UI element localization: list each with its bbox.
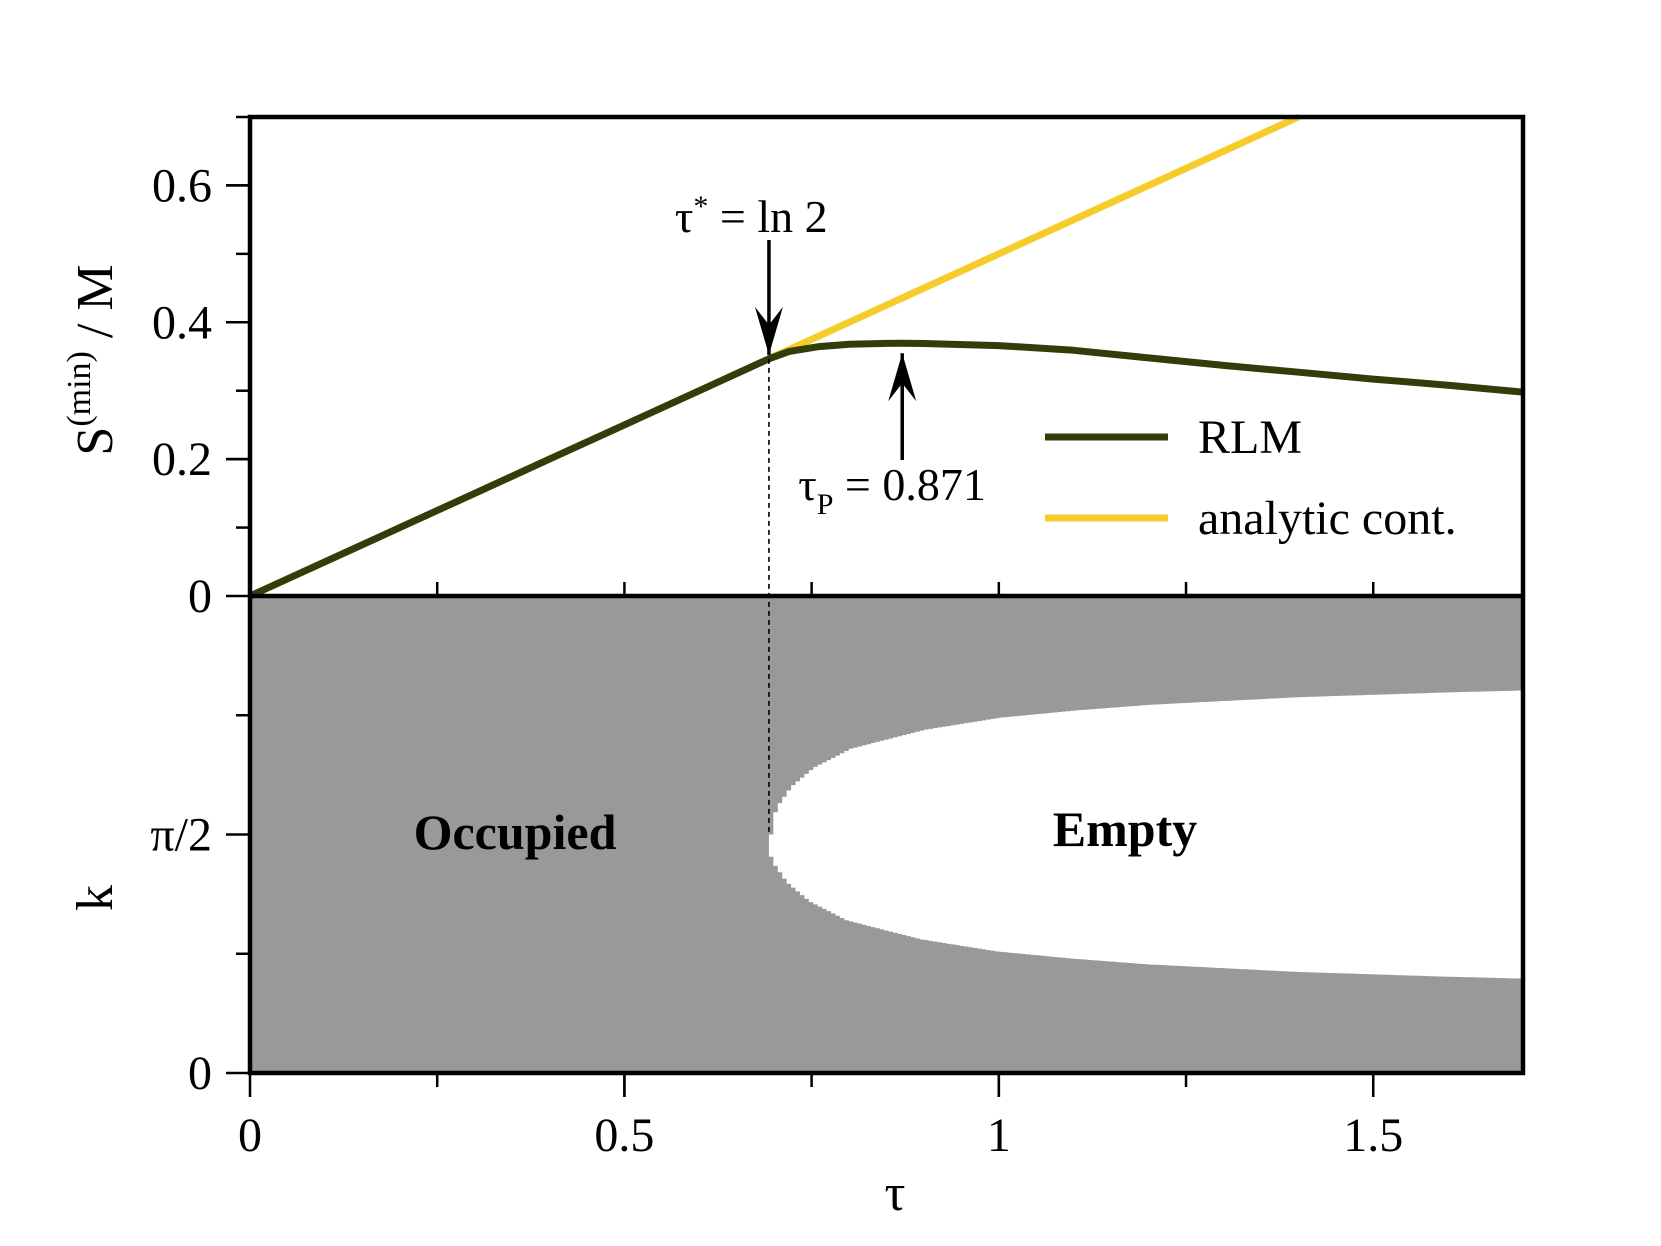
region-label-occupied: Occupied [414, 804, 617, 860]
legend-item-analytic-cont-label: analytic cont. [1198, 492, 1457, 545]
tau-p-label: τP = 0.871 [798, 459, 986, 521]
series-line-analytic-cont [767, 113, 1300, 362]
series-line-rlm [248, 339, 1524, 600]
legend: RLM analytic cont. [1045, 411, 1457, 545]
x-tick-label: 0 [238, 1109, 262, 1162]
y-tick-label: 0.2 [152, 433, 212, 486]
tau-star-symbol: τ [675, 191, 694, 242]
tau-star-value: = ln 2 [708, 191, 827, 242]
annotations: τ* = ln 2τP = 0.871 [675, 190, 986, 521]
y-tick-label: 0 [188, 1047, 212, 1100]
x-axis-title: τ [885, 1165, 906, 1222]
y-tick-label: 0 [188, 570, 212, 623]
tau-p-arrow-head [888, 353, 917, 402]
x-tick-label: 1.5 [1343, 1109, 1403, 1162]
region-label-empty: Empty [1053, 801, 1197, 857]
y-axis-title-top: S(min) / M [61, 264, 124, 455]
y-tick-label: π/2 [150, 809, 212, 862]
y-axis-title-superscript: (min) [61, 351, 98, 427]
y-tick-label: 0.4 [152, 296, 212, 349]
tau-p-value: = 0.871 [833, 459, 985, 510]
tau-p-symbol: τ [798, 459, 817, 510]
y-tick-label: 0.6 [152, 159, 212, 212]
tau-star-label: τ* = ln 2 [675, 190, 828, 242]
legend-item-rlm-label: RLM [1198, 411, 1302, 464]
x-tick-label: 0.5 [594, 1109, 654, 1162]
empty-region [768, 690, 1523, 979]
y-axis-title-suffix: / M [67, 264, 124, 351]
x-tick-label: 1 [987, 1109, 1011, 1162]
y-axis-title-main: S [67, 427, 124, 456]
tau-star-arrow-head [754, 306, 783, 355]
axis-ticks: 0 0.2 0.4 0.6 0 π/2 0 0.5 1 1.5 [150, 115, 1403, 1162]
tau-star-superscript: * [693, 190, 708, 223]
bottom-panel-regions [250, 596, 1523, 1073]
y-axis-title-bottom: k [67, 885, 124, 911]
tau-p-subscript: P [817, 488, 834, 521]
